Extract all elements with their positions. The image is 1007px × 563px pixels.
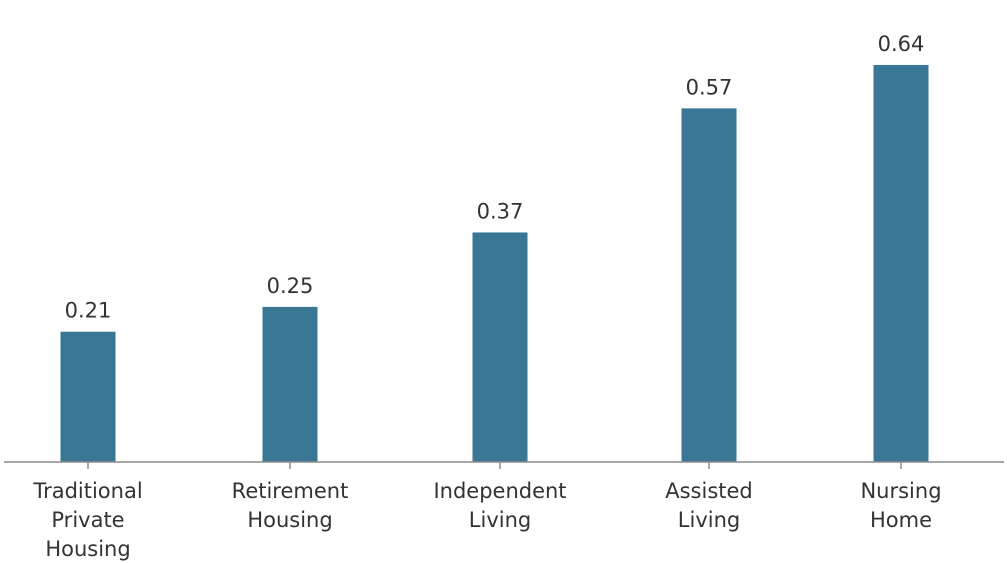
category-label-line: Living [678, 508, 740, 532]
category-label-line: Assisted [665, 479, 753, 503]
bar [60, 331, 116, 462]
x-axis-ticks [87, 462, 902, 469]
category-label-line: Living [469, 508, 531, 532]
category-label: Assisted Living [665, 479, 753, 532]
bars-group [60, 64, 929, 462]
bar [873, 64, 929, 462]
value-label: 0.57 [686, 75, 733, 99]
value-label: 0.64 [878, 32, 925, 56]
bar [262, 306, 318, 462]
category-label-line: Housing [247, 508, 332, 532]
category-label: Nursing Home [860, 479, 941, 532]
category-label: Traditional Private Housing [32, 479, 142, 561]
category-labels-group: Traditional Private Housing Retirement Housi… [32, 479, 941, 561]
category-label-line: Traditional [32, 479, 142, 503]
value-labels-group: 0.21 0.25 0.37 0.57 0.64 [65, 32, 925, 323]
value-label: 0.25 [267, 274, 314, 298]
bar [472, 232, 528, 462]
value-label: 0.37 [477, 199, 524, 223]
category-label-line: Independent [433, 479, 566, 503]
category-label-line: Private [51, 508, 124, 532]
value-label: 0.21 [65, 299, 112, 323]
category-label-line: Nursing [860, 479, 941, 503]
category-label: Independent Living [433, 479, 566, 532]
bar [681, 108, 737, 462]
category-label-line: Retirement [232, 479, 349, 503]
category-label: Retirement Housing [232, 479, 349, 532]
category-label-line: Housing [45, 537, 130, 561]
category-label-line: Home [870, 508, 932, 532]
